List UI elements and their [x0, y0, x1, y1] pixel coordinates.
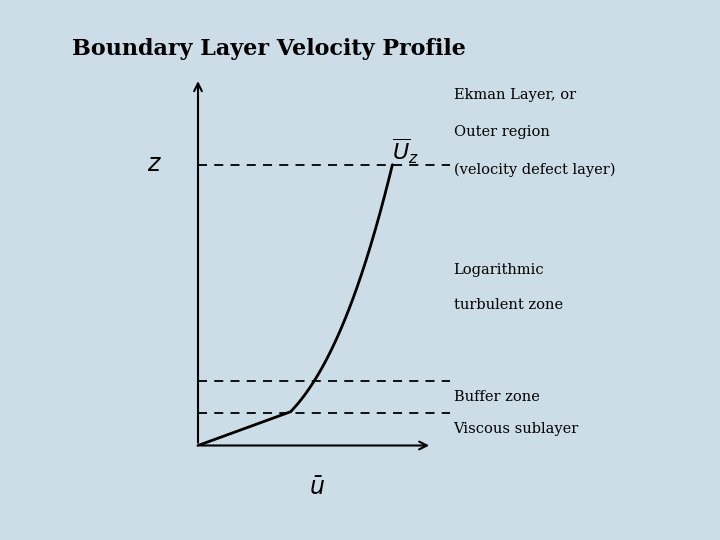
Text: $z$: $z$: [148, 153, 162, 176]
Text: Buffer zone: Buffer zone: [454, 390, 539, 404]
Text: Ekman Layer, or: Ekman Layer, or: [454, 87, 576, 102]
Text: $\bar{u}$: $\bar{u}$: [309, 477, 325, 500]
Text: Outer region: Outer region: [454, 125, 549, 139]
Text: Logarithmic: Logarithmic: [454, 263, 544, 277]
Text: (velocity defect layer): (velocity defect layer): [454, 163, 615, 177]
Text: Boundary Layer Velocity Profile: Boundary Layer Velocity Profile: [72, 38, 466, 60]
Text: turbulent zone: turbulent zone: [454, 298, 563, 312]
Text: $\overline{U}_z$: $\overline{U}_z$: [392, 137, 419, 166]
Text: Viscous sublayer: Viscous sublayer: [454, 422, 579, 436]
